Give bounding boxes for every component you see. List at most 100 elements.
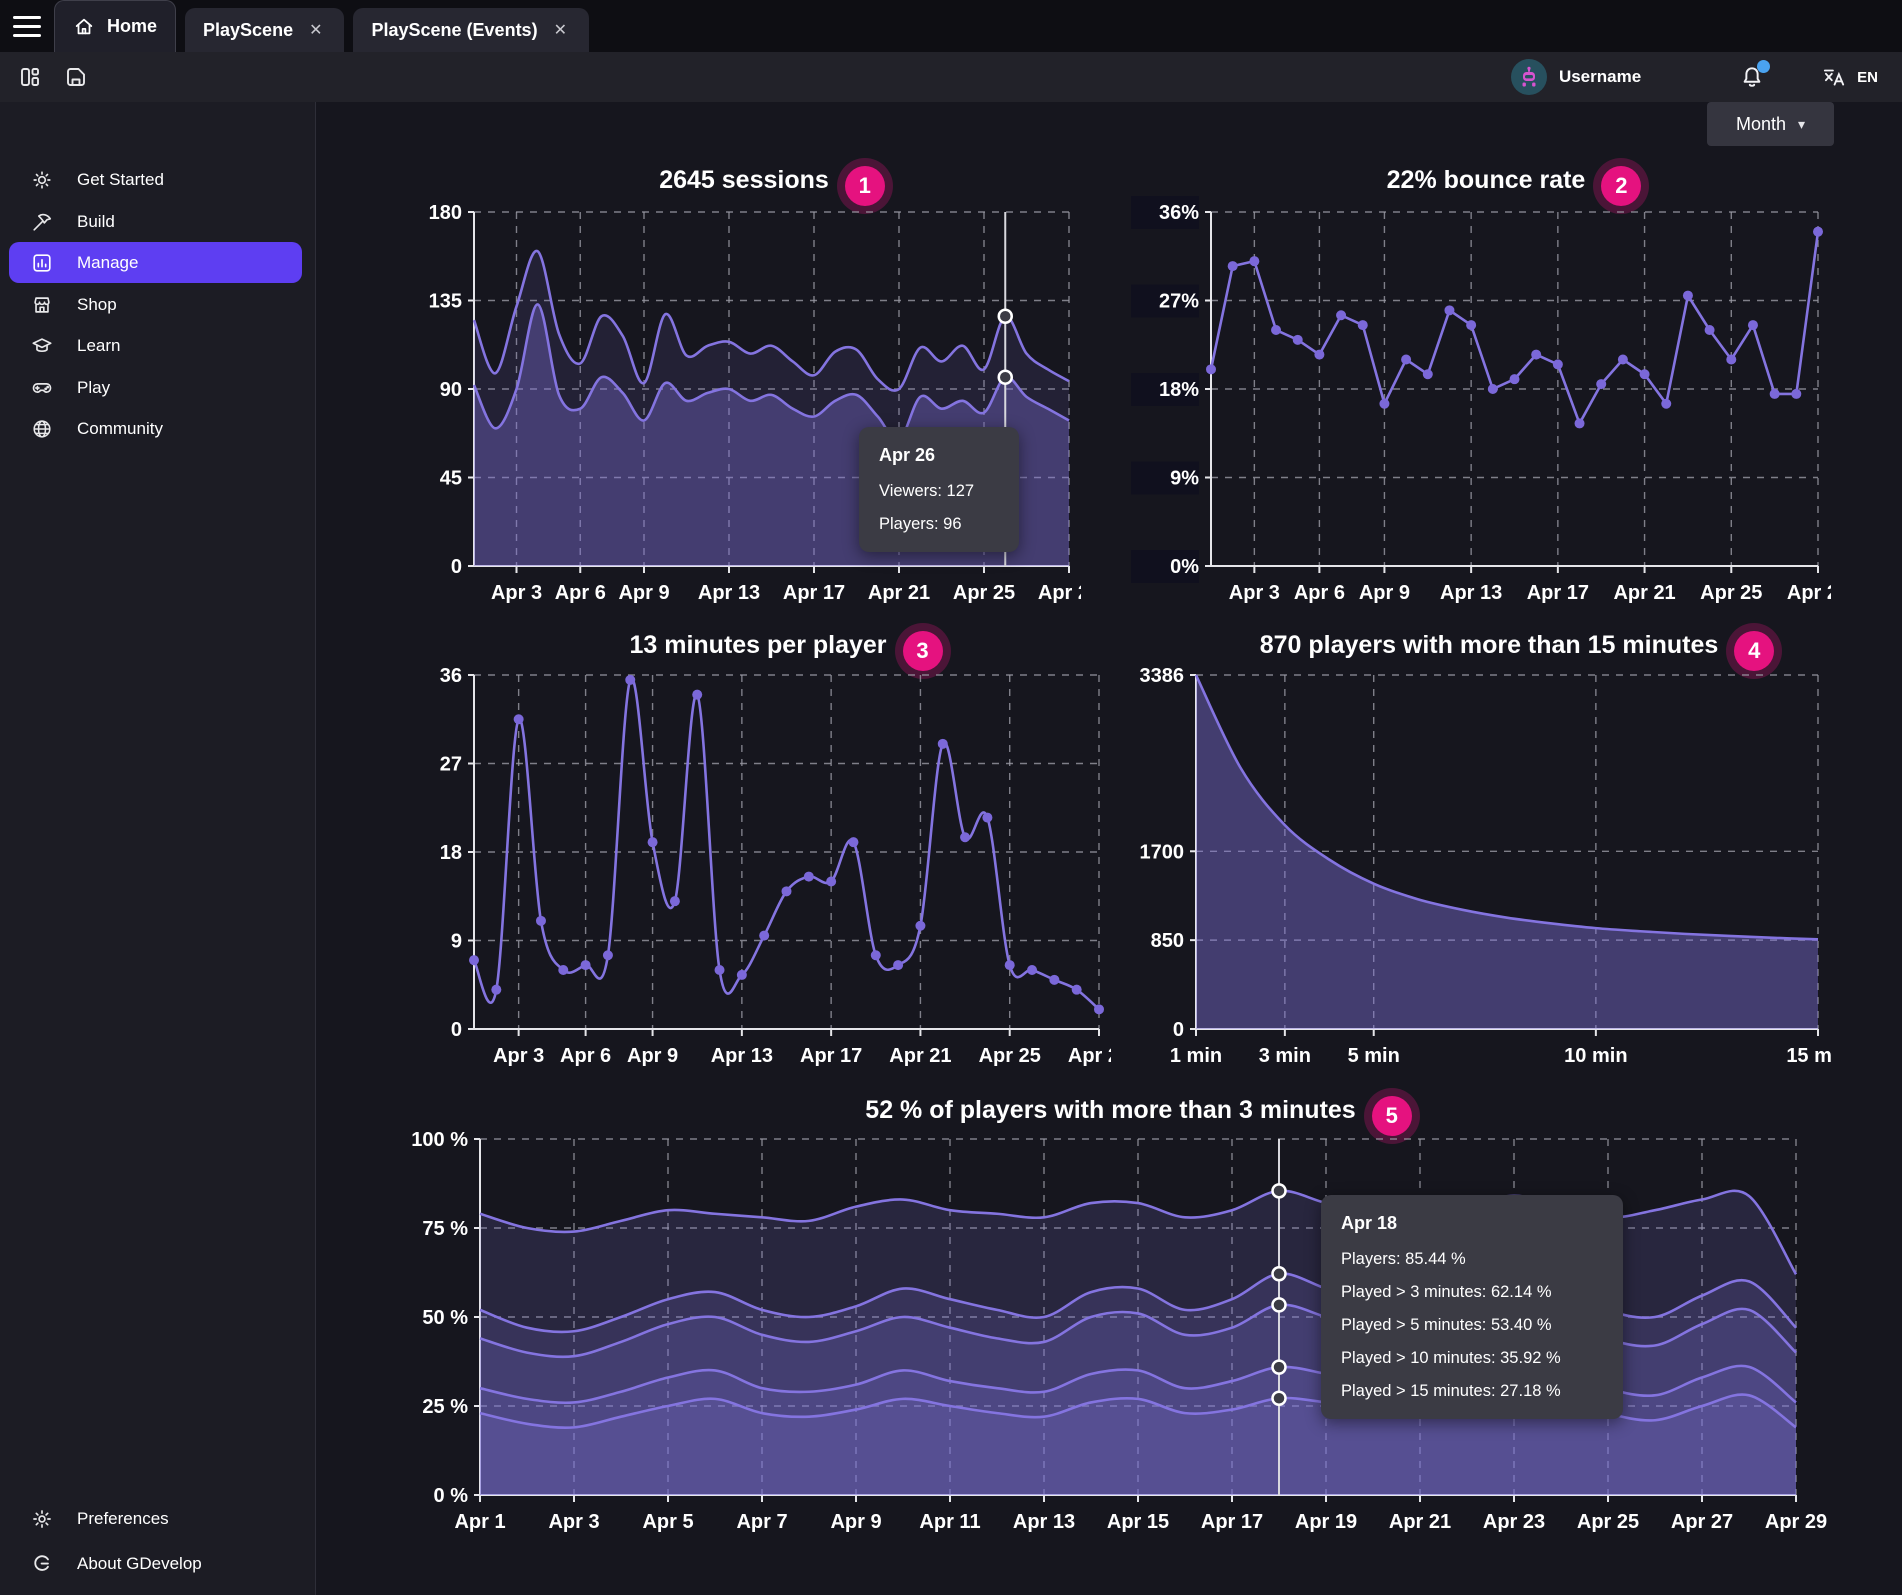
sidebar-item-build[interactable]: Build <box>9 201 302 242</box>
svg-text:1700: 1700 <box>1140 841 1185 863</box>
sidebar: Get Started Build Manage Shop Learn Play <box>0 102 316 1595</box>
window-body: Get Started Build Manage Shop Learn Play <box>0 102 1902 1595</box>
sidebar-item-learn[interactable]: Learn <box>9 325 302 366</box>
period-dropdown[interactable]: Month ▾ <box>1707 102 1834 146</box>
svg-text:Apr 11: Apr 11 <box>919 1511 980 1533</box>
svg-text:Apr 21: Apr 21 <box>868 582 930 604</box>
svg-text:1 min: 1 min <box>1170 1045 1222 1067</box>
svg-text:Apr 9: Apr 9 <box>627 1045 678 1067</box>
sidebar-item-manage[interactable]: Manage <box>9 242 302 283</box>
svg-text:Apr 6: Apr 6 <box>555 582 606 604</box>
notification-badge <box>1757 60 1771 73</box>
svg-text:Apr 25: Apr 25 <box>1700 582 1762 604</box>
gear-icon <box>30 1507 53 1530</box>
sidebar-item-label: Build <box>77 211 115 231</box>
svg-text:Apr 13: Apr 13 <box>711 1045 773 1067</box>
svg-text:9: 9 <box>451 931 462 953</box>
svg-text:75 %: 75 % <box>422 1218 468 1240</box>
svg-text:Apr 29: Apr 29 <box>1038 582 1081 604</box>
svg-text:Apr 6: Apr 6 <box>560 1045 611 1067</box>
svg-text:Apr 7: Apr 7 <box>736 1511 787 1533</box>
svg-text:135: 135 <box>429 291 462 313</box>
tooltip-retention: Apr 18 Players: 85.44 % Played > 3 minut… <box>1321 1195 1623 1419</box>
svg-text:Apr 9: Apr 9 <box>1359 582 1410 604</box>
bounce-rate-chart[interactable]: 36% 27% 18% 9% 0% Apr 3 Apr 6 Apr 9 Apr 13 Apr 17… <box>1121 189 1831 609</box>
graduation-icon <box>30 334 53 357</box>
home-icon <box>73 16 95 38</box>
svg-text:Apr 13: Apr 13 <box>1440 582 1502 604</box>
svg-text:Apr 23: Apr 23 <box>1483 1511 1545 1533</box>
sidebar-item-label: Play <box>77 377 111 397</box>
sidebar-item-label: About GDevelop <box>77 1553 202 1573</box>
sidebar-item-get-started[interactable]: Get Started <box>9 159 302 200</box>
svg-text:27%: 27% <box>1159 291 1199 313</box>
svg-text:45: 45 <box>440 468 462 490</box>
svg-text:Apr 6: Apr 6 <box>1294 582 1345 604</box>
sidebar-item-label: Preferences <box>77 1508 169 1528</box>
close-icon[interactable]: ✕ <box>309 22 323 39</box>
svg-text:Apr 3: Apr 3 <box>491 582 542 604</box>
avatar[interactable] <box>1510 59 1547 95</box>
sidebar-item-preferences[interactable]: Preferences <box>9 1498 302 1539</box>
tab-playscene[interactable]: PlayScene ✕ <box>185 8 345 52</box>
svg-text:5 min: 5 min <box>1348 1045 1400 1067</box>
tooltip-row: Played > 3 minutes: 62.14 % <box>1341 1283 1552 1301</box>
minutes-chart[interactable]: 36 27 18 9 0 Apr 3 Apr 6 Apr 9 Apr 13 Apr 17 Apr 2… <box>401 654 1111 1074</box>
svg-text:0%: 0% <box>1170 556 1199 578</box>
username-label[interactable]: Username <box>1558 67 1642 86</box>
sun-icon <box>30 168 53 191</box>
svg-text:Apr 1: Apr 1 <box>454 1511 505 1533</box>
tab-label: PlayScene <box>203 19 294 40</box>
svg-text:Apr 9: Apr 9 <box>830 1511 881 1533</box>
svg-text:Apr 13: Apr 13 <box>698 582 760 604</box>
sidebar-item-label: Learn <box>77 335 121 355</box>
svg-text:0: 0 <box>451 556 462 578</box>
tooltip-row: Played > 10 minutes: 35.92 % <box>1341 1349 1561 1367</box>
svg-text:Apr 21: Apr 21 <box>889 1045 951 1067</box>
sidebar-item-community[interactable]: Community <box>9 408 302 449</box>
close-icon[interactable]: ✕ <box>553 22 567 39</box>
sidebar-item-shop[interactable]: Shop <box>9 284 302 325</box>
sidebar-item-label: Manage <box>77 252 139 272</box>
analytics-panel: Month ▾ 2645 sessions 1 22% bounce rate … <box>316 102 1902 1595</box>
svg-text:Apr 17: Apr 17 <box>800 1045 862 1067</box>
tab-label: Home <box>107 16 158 36</box>
svg-text:Apr 17: Apr 17 <box>1201 1511 1263 1533</box>
save-icon[interactable] <box>60 61 92 93</box>
svg-text:Apr 29: Apr 29 <box>1068 1045 1111 1067</box>
tooltip-row: Players: 96 <box>879 515 962 533</box>
tooltip-date: Apr 26 <box>879 445 936 465</box>
tooltip-row: Played > 15 minutes: 27.18 % <box>1341 1382 1561 1400</box>
svg-text:Apr 9: Apr 9 <box>618 582 669 604</box>
chart-icon <box>30 251 53 274</box>
svg-text:Apr 29: Apr 29 <box>1787 582 1831 604</box>
svg-text:Apr 15: Apr 15 <box>1107 1511 1169 1533</box>
svg-text:Apr 17: Apr 17 <box>783 582 845 604</box>
sidebar-item-about[interactable]: About GDevelop <box>9 1543 302 1584</box>
svg-text:Apr 27: Apr 27 <box>1671 1511 1733 1533</box>
tab-home[interactable]: Home <box>54 0 177 52</box>
svg-text:Apr 13: Apr 13 <box>1013 1511 1075 1533</box>
notifications-button[interactable] <box>1739 60 1771 90</box>
svg-text:0: 0 <box>1173 1019 1184 1041</box>
svg-text:3386: 3386 <box>1140 665 1185 687</box>
retention-curve-chart[interactable]: 3386 1700 850 0 1 min 3 min 5 min 10 min 15 min <box>1121 654 1832 1074</box>
sidebar-item-play[interactable]: Play <box>9 367 302 408</box>
svg-text:36%: 36% <box>1159 202 1199 224</box>
translate-icon[interactable] <box>1821 64 1847 90</box>
menu-icon[interactable] <box>0 0 54 52</box>
tooltip-row: Viewers: 127 <box>879 482 975 500</box>
tooltip-sessions: Apr 26 Viewers: 127 Players: 96 <box>859 427 1019 552</box>
toolbar: Username EN <box>0 52 1902 102</box>
sidebar-item-label: Get Started <box>77 169 164 189</box>
svg-text:Apr 21: Apr 21 <box>1389 1511 1451 1533</box>
svg-text:36: 36 <box>440 665 462 687</box>
svg-text:18%: 18% <box>1159 379 1199 401</box>
panels-layout-icon[interactable] <box>14 61 46 93</box>
tab-playscene-events[interactable]: PlayScene (Events) ✕ <box>353 8 589 52</box>
svg-text:Apr 25: Apr 25 <box>979 1045 1041 1067</box>
svg-text:Apr 25: Apr 25 <box>1577 1511 1639 1533</box>
svg-text:Apr 3: Apr 3 <box>548 1511 599 1533</box>
language-label[interactable]: EN <box>1857 68 1878 86</box>
